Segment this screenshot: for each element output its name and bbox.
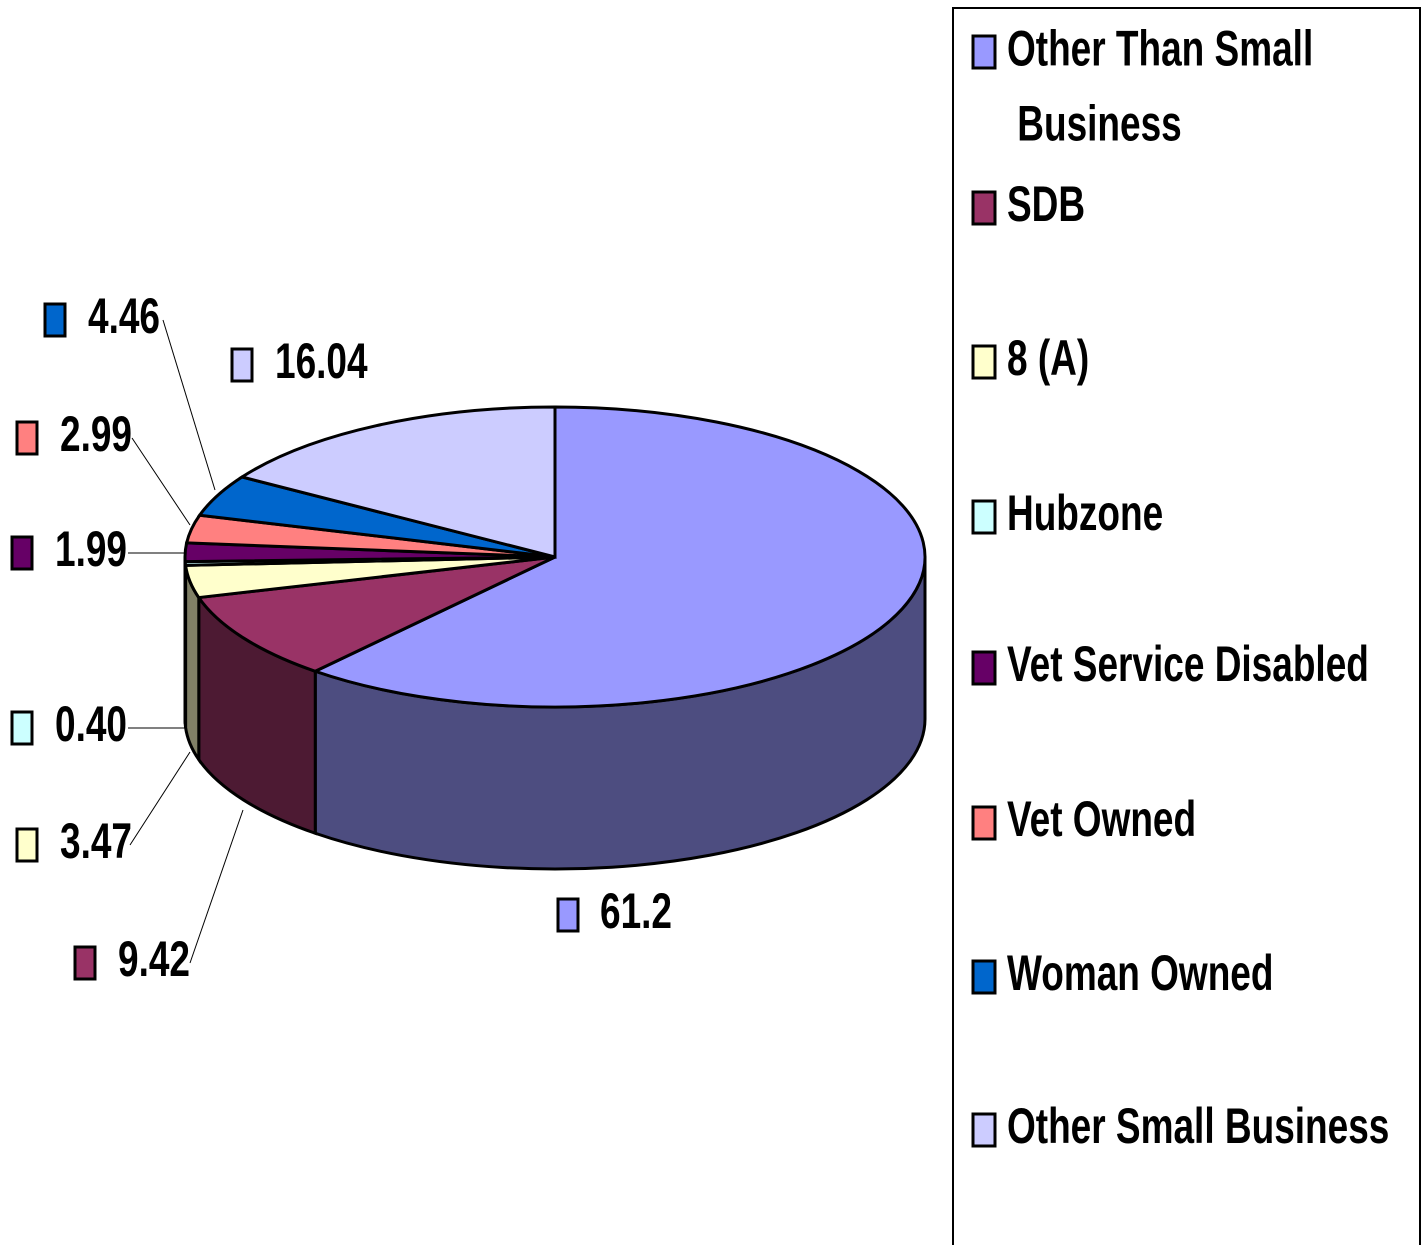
data-label: 2.99: [60, 407, 132, 463]
legend-label: Woman Owned: [1007, 946, 1273, 1002]
data-label: 3.47: [60, 814, 132, 870]
label-key: [15, 827, 39, 863]
label-key: [556, 897, 580, 933]
legend-box: [952, 7, 1421, 1245]
legend-label: Other Small Business: [1007, 1099, 1389, 1155]
legend-key: [971, 34, 997, 70]
data-label: 0.40: [55, 697, 127, 753]
legend-key: [971, 1112, 997, 1148]
legend-key: [971, 499, 997, 535]
legend-key: [971, 190, 997, 226]
data-label: 1.99: [55, 522, 127, 578]
label-key: [10, 710, 34, 746]
label-key: [15, 420, 39, 456]
data-label: 61.2: [600, 884, 672, 940]
leader-line: [189, 809, 244, 964]
pie-slice: [238, 405, 557, 559]
label-key: [43, 302, 67, 338]
label-key: [10, 535, 34, 571]
data-label: 4.46: [88, 289, 160, 345]
legend-label: Vet Owned: [1007, 792, 1196, 848]
legend-label: Other Than Small Business: [1007, 21, 1313, 152]
legend-label: Vet Service Disabled: [1007, 637, 1369, 693]
legend-label: 8 (A): [1007, 331, 1089, 387]
legend-key: [971, 344, 997, 380]
leader-line: [131, 437, 191, 526]
legend-key: [971, 959, 997, 995]
legend-label: SDB: [1007, 177, 1085, 233]
legend-key: [971, 650, 997, 686]
label-key: [73, 945, 97, 981]
pie-slice: [196, 555, 556, 673]
pie-slice: [311, 405, 927, 709]
data-label: 16.04: [275, 334, 368, 390]
data-label: 9.42: [118, 932, 190, 988]
legend-key: [971, 805, 997, 841]
legend-label: Hubzone: [1007, 486, 1163, 542]
label-key: [230, 347, 254, 383]
leader-line: [129, 751, 191, 846]
leader-line: [162, 319, 216, 491]
